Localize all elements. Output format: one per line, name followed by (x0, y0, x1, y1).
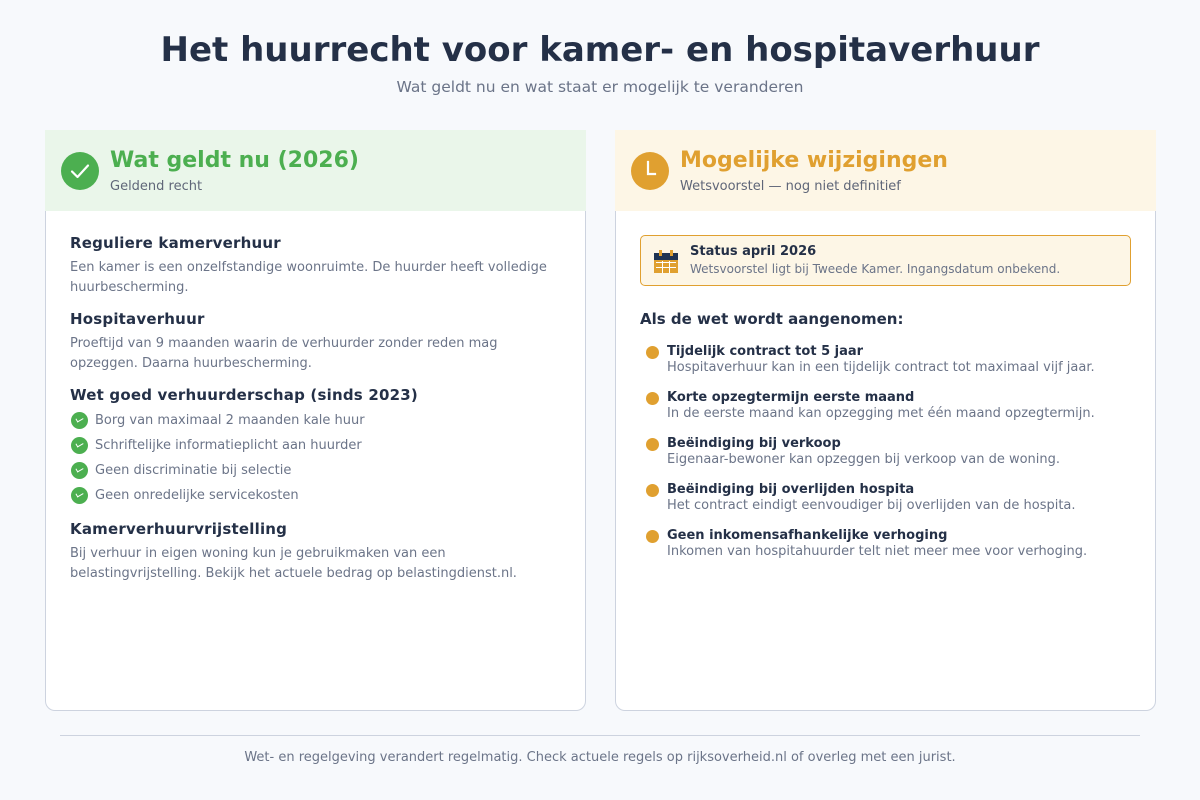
list-item: Geen inkomensafhankelijke verhoging Inko… (644, 528, 1139, 574)
list-item: Beëindiging bij overlijden hospita Het c… (644, 482, 1139, 528)
bullet-icon (646, 438, 659, 451)
changes-list-title: Als de wet wordt aangenomen: (640, 310, 904, 328)
check-icon (71, 487, 88, 504)
change-title: Beëindiging bij overlijden hospita (667, 482, 915, 497)
bullet-icon (646, 392, 659, 405)
section-good-landlordship-act: Wet goed verhuurderschap (sinds 2023) Bo… (70, 386, 565, 508)
list-item: Beëindiging bij verkoop Eigenaar-bewoner… (644, 436, 1139, 482)
list-item-text: Borg van maximaal 2 maanden kale huur (95, 413, 365, 428)
current-law-header: Wat geldt nu (2026) Geldend recht (45, 130, 586, 211)
change-title: Geen inkomensafhankelijke verhoging (667, 528, 948, 543)
list-item: Schriftelijke informatieplicht aan huurd… (70, 433, 565, 458)
list-item-text: Geen onredelijke servicekosten (95, 488, 299, 503)
check-icon (71, 437, 88, 454)
section-room-rental-exemption: Kamerverhuurvrijstelling Bij verhuur in … (70, 520, 565, 584)
section-title: Wet goed verhuurderschap (sinds 2023) (70, 386, 418, 404)
list-item: Geen discriminatie bij selectie (70, 458, 565, 483)
bullet-icon (646, 484, 659, 497)
page-title: Het huurrecht voor kamer- en hospitaverh… (160, 30, 1040, 70)
section-hospita-rental: Hospitaverhuur Proeftijd van 9 maanden w… (70, 310, 565, 374)
list-item: Tijdelijk contract tot 5 jaar Hospitaver… (644, 344, 1139, 390)
change-text: In de eerste maand kan opzegging met één… (667, 406, 1095, 421)
checklist: Borg van maximaal 2 maanden kale huur Sc… (70, 408, 565, 508)
list-item: Borg van maximaal 2 maanden kale huur (70, 408, 565, 433)
change-text: Inkomen van hospitahuurder telt niet mee… (667, 544, 1088, 559)
bullet-icon (646, 346, 659, 359)
list-item-text: Schriftelijke informatieplicht aan huurd… (95, 438, 362, 453)
bullet-icon (646, 530, 659, 543)
footer-disclaimer: Wet- en regelgeving verandert regelmatig… (244, 750, 956, 765)
check-icon (71, 462, 88, 479)
status-text: Wetsvoorstel ligt bij Tweede Kamer. Inga… (690, 262, 1061, 276)
section-text: Een kamer is een onzelfstandige woonruim… (70, 260, 547, 295)
list-item-text: Geen discriminatie bij selectie (95, 463, 292, 478)
proposed-changes-card: Mogelijke wijzigingen Wetsvoorstel — nog… (615, 130, 1156, 711)
section-title: Reguliere kamerverhuur (70, 234, 281, 252)
page-subtitle: Wat geldt nu en wat staat er mogelijk te… (396, 78, 804, 96)
list-item: Korte opzegtermijn eerste maand In de ee… (644, 390, 1139, 436)
change-text: Het contract eindigt eenvoudiger bij ove… (667, 498, 1076, 513)
section-regular-room-rental: Reguliere kamerverhuur Een kamer is een … (70, 234, 565, 298)
clock-icon (631, 152, 669, 190)
current-law-card: Wat geldt nu (2026) Geldend recht Reguli… (45, 130, 586, 711)
proposed-changes-subtitle: Wetsvoorstel — nog niet definitief (680, 179, 901, 194)
status-title: Status april 2026 (690, 244, 817, 259)
status-box: Status april 2026 Wetsvoorstel ligt bij … (640, 235, 1131, 286)
current-law-body: Reguliere kamerverhuur Een kamer is een … (70, 234, 565, 596)
change-title: Korte opzegtermijn eerste maand (667, 390, 915, 405)
change-title: Tijdelijk contract tot 5 jaar (667, 344, 864, 359)
check-circle-icon (61, 152, 99, 190)
check-icon (71, 412, 88, 429)
proposed-changes-header: Mogelijke wijzigingen Wetsvoorstel — nog… (615, 130, 1156, 211)
current-law-title: Wat geldt nu (2026) (110, 148, 359, 173)
section-text: Proeftijd van 9 maanden waarin de verhuu… (70, 336, 498, 371)
section-title: Hospitaverhuur (70, 310, 205, 328)
proposed-changes-title: Mogelijke wijzigingen (680, 148, 948, 173)
footer-divider (60, 735, 1140, 736)
current-law-subtitle: Geldend recht (110, 179, 203, 194)
change-text: Hospitaverhuur kan in een tijdelijk cont… (667, 360, 1095, 375)
calendar-icon (654, 249, 678, 273)
section-title: Kamerverhuurvrijstelling (70, 520, 288, 538)
list-item: Geen onredelijke servicekosten (70, 483, 565, 508)
changes-list: Tijdelijk contract tot 5 jaar Hospitaver… (644, 344, 1139, 574)
change-title: Beëindiging bij verkoop (667, 436, 841, 451)
change-text: Eigenaar-bewoner kan opzeggen bij verkoo… (667, 452, 1061, 467)
section-text: Bij verhuur in eigen woning kun je gebru… (70, 546, 517, 581)
